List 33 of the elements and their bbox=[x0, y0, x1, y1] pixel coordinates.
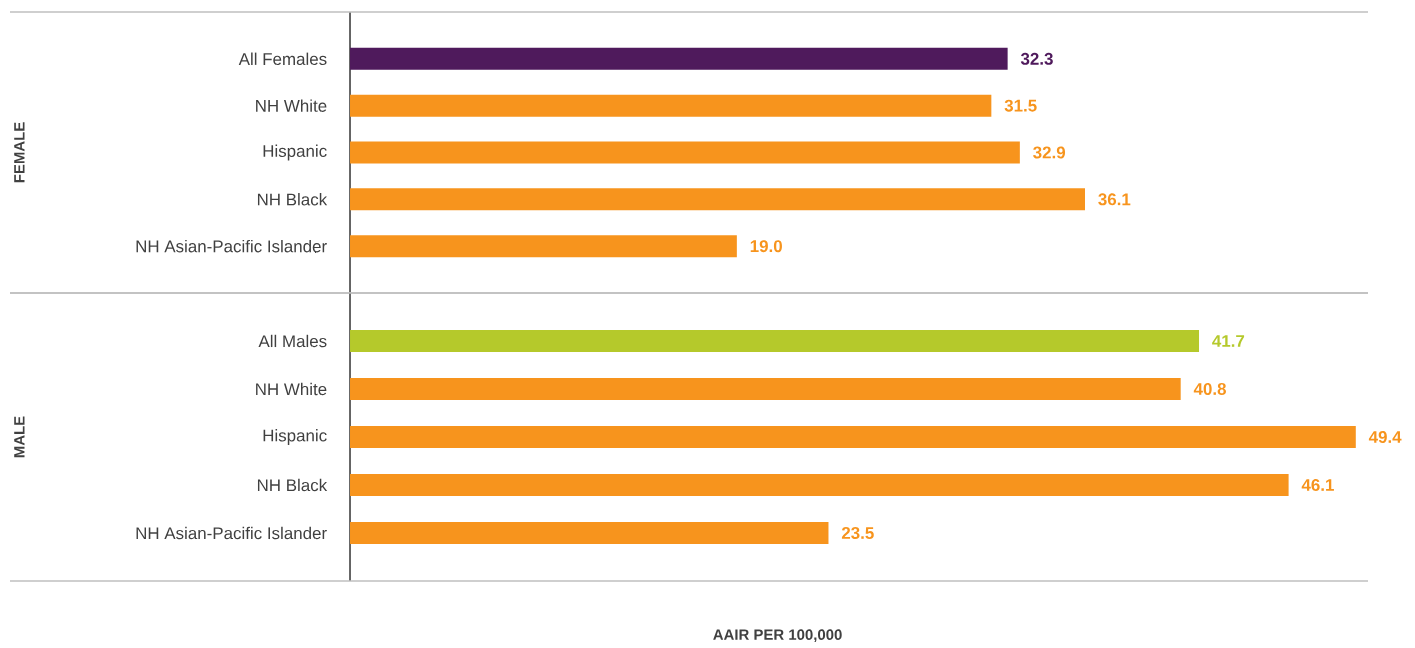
bar bbox=[350, 377, 1181, 400]
data-label: 23.5 bbox=[841, 526, 874, 539]
bar bbox=[350, 141, 1020, 164]
data-label: 32.3 bbox=[1020, 52, 1053, 65]
y-tick-label: NH White bbox=[256, 99, 327, 112]
y-axis-title: MALE bbox=[14, 416, 25, 458]
y-tick-label: NH Asian-Pacific Islander bbox=[136, 526, 327, 540]
y-tick-label: Hispanic bbox=[263, 144, 327, 161]
data-label: 49.4 bbox=[1368, 430, 1402, 443]
data-label: 40.8 bbox=[1193, 382, 1226, 395]
bar bbox=[350, 521, 829, 544]
y-tick-label: All Males bbox=[258, 334, 327, 348]
y-axis-title: FEMALE bbox=[14, 122, 25, 183]
data-label: 46.1 bbox=[1301, 478, 1334, 491]
bar bbox=[350, 473, 1289, 496]
data-label: 31.5 bbox=[1004, 99, 1037, 112]
y-tick-label: NH Asian-Pacific Islander bbox=[136, 239, 327, 253]
y-tick-label: NH Black bbox=[257, 478, 328, 492]
y-tick-label: All Females bbox=[238, 52, 327, 66]
y-tick-label: NH White bbox=[256, 382, 327, 396]
data-label: 36.1 bbox=[1098, 193, 1131, 206]
data-label: 19.0 bbox=[750, 240, 782, 253]
data-label: 41.7 bbox=[1212, 335, 1245, 347]
bar bbox=[350, 235, 737, 258]
bar bbox=[350, 425, 1356, 448]
bar bbox=[350, 94, 992, 117]
data-label: 32.9 bbox=[1033, 146, 1066, 159]
y-tick-label: Hispanic bbox=[263, 429, 327, 445]
x-axis-title: AAIR PER 100,000 bbox=[713, 629, 842, 643]
bar bbox=[350, 188, 1085, 211]
y-tick-label: NH Black bbox=[257, 193, 328, 206]
bar bbox=[350, 47, 1008, 70]
bar bbox=[350, 329, 1200, 352]
